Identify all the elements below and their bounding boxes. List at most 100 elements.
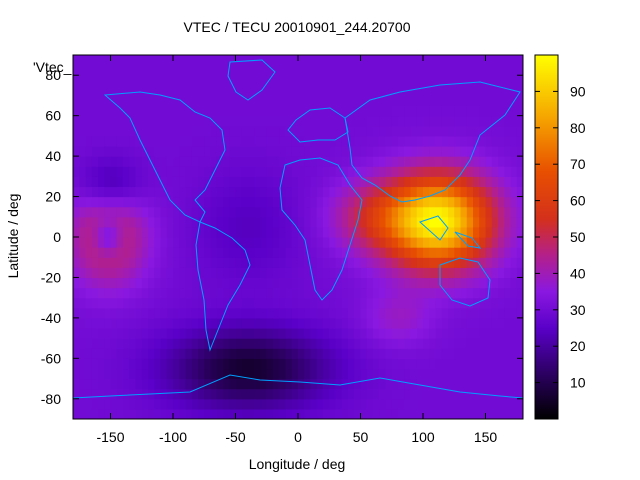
heatmap-cell [298,267,305,279]
heatmap-cell [498,125,505,137]
heatmap-cell [185,317,193,329]
heatmap-cell [116,287,124,299]
heatmap-cell [85,307,93,319]
heatmap-cell [485,388,493,400]
heatmap-cell [404,206,412,218]
heatmap-cell [198,135,205,147]
heatmap-cell [441,317,449,329]
heatmap-cell [148,307,155,319]
heatmap-cell [266,206,274,218]
heatmap-cell [79,226,87,238]
heatmap-cell [198,368,205,380]
heatmap-cell [448,135,455,147]
heatmap-cell [285,388,293,400]
heatmap-cell [148,65,155,76]
heatmap-cell [479,146,487,157]
heatmap-cell [223,398,230,410]
heatmap-cell [429,75,437,86]
heatmap-cell [423,338,430,349]
heatmap-cell [160,206,168,218]
heatmap-cell [304,226,312,238]
heatmap-cell [335,95,343,107]
heatmap-cell [454,287,462,299]
heatmap-cell [304,328,312,339]
heatmap-cell [304,297,312,309]
heatmap-cell [123,176,130,188]
heatmap-cell [466,105,474,117]
heatmap-cell [485,297,493,309]
heatmap-cell [185,196,193,208]
heatmap-cell [229,368,237,380]
heatmap-cell [285,378,293,390]
heatmap-cell [254,186,262,198]
heatmap-cell [223,287,230,299]
heatmap-cell [435,267,443,279]
heatmap-cell [416,226,424,238]
heatmap-cell [460,247,468,258]
heatmap-cell [498,115,505,127]
heatmap-cell [291,186,299,198]
heatmap-cell [273,388,280,400]
heatmap-cell [173,216,180,228]
heatmap-cell [85,206,93,218]
heatmap-cell [435,65,443,76]
heatmap-cell [404,277,412,289]
heatmap-cell [141,55,149,66]
heatmap-cell [373,75,380,86]
heatmap-cell [254,287,262,299]
heatmap-cell [191,85,199,97]
heatmap-cell [166,206,174,218]
heatmap-cell [223,247,230,258]
heatmap-cell [316,156,324,167]
heatmap-cell [266,378,274,390]
heatmap-cell [510,388,518,400]
heatmap-cell [279,216,287,228]
heatmap-cell [198,348,205,359]
heatmap-cell [516,287,523,299]
heatmap-cell [179,135,187,147]
heatmap-cell [166,408,174,419]
heatmap-cell [166,75,174,86]
heatmap-cell [379,166,387,177]
heatmap-cell [241,166,249,177]
heatmap-cell [404,338,412,349]
heatmap-cell [423,317,430,329]
heatmap-cell [466,156,474,167]
heatmap-cell [310,146,318,157]
heatmap-cell [485,75,493,86]
heatmap-cell [348,105,355,117]
heatmap-cell [441,398,449,410]
heatmap-cell [354,115,362,127]
heatmap-cell [510,216,518,228]
heatmap-cell [354,75,362,86]
heatmap-cell [441,348,449,359]
heatmap-cell [266,186,274,198]
heatmap-cell [204,196,212,208]
heatmap-cell [491,328,499,339]
heatmap-cell [91,338,99,349]
heatmap-cell [385,115,393,127]
heatmap-cell [516,125,523,137]
heatmap-cell [466,378,474,390]
heatmap-cell [279,307,287,319]
heatmap-cell [254,166,262,177]
heatmap-cell [166,307,174,319]
heatmap-cell [279,156,287,167]
heatmap-cell [110,247,118,258]
heatmap-cell [498,216,505,228]
heatmap-cell [235,358,243,370]
heatmap-cell [323,368,330,380]
heatmap-cell [416,338,424,349]
heatmap-cell [498,378,505,390]
heatmap-cell [104,267,112,279]
heatmap-cell [279,368,287,380]
heatmap-cell [241,247,249,258]
heatmap-cell [479,317,487,329]
heatmap-cell [473,338,480,349]
heatmap-cell [516,156,523,167]
heatmap-cell [379,196,387,208]
heatmap-cell [310,105,318,117]
heatmap-cell [466,85,474,97]
x-tick-label: 100 [411,429,435,445]
heatmap-cell [173,257,180,268]
